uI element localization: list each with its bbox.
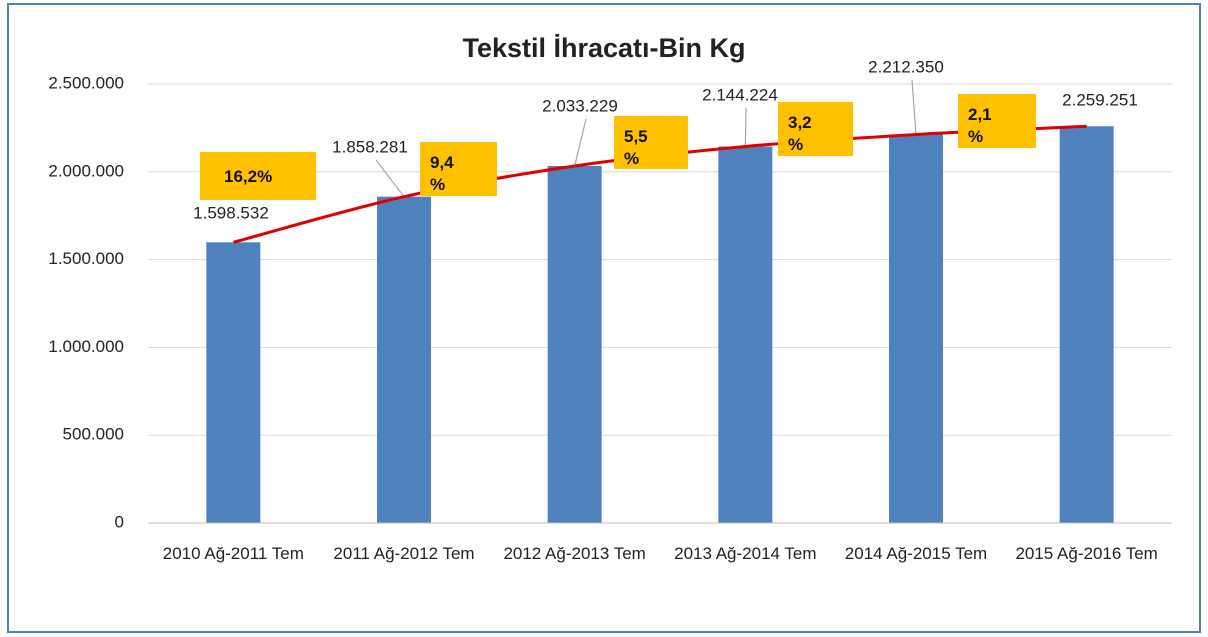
x-tick-label: 2013 Ağ-2014 Tem bbox=[674, 544, 817, 563]
bar bbox=[206, 242, 261, 523]
bar bbox=[377, 196, 431, 523]
growth-annotation: 16,2% bbox=[200, 152, 316, 200]
y-tick-label: 1.000.000 bbox=[48, 337, 124, 356]
data-label: 1.858.281 bbox=[332, 137, 408, 156]
growth-annotation: 2,1 % bbox=[958, 94, 1036, 148]
x-tick-label: 2012 Ağ-2013 Tem bbox=[503, 544, 646, 563]
data-label: 2.033.229 bbox=[542, 96, 618, 115]
data-label: 1.598.532 bbox=[193, 203, 269, 222]
x-tick-label: 2011 Ağ-2012 Tem bbox=[333, 544, 475, 563]
data-label: 2.259.251 bbox=[1062, 90, 1138, 109]
growth-annotation: 5,5 % bbox=[614, 116, 688, 169]
y-tick-label: 2.500.000 bbox=[48, 73, 124, 92]
data-label: 2.144.224 bbox=[702, 85, 778, 104]
y-tick-label: 500.000 bbox=[63, 425, 124, 444]
leader-line bbox=[375, 159, 405, 198]
growth-annotation: 3,2 % bbox=[778, 102, 853, 156]
leader-line bbox=[574, 118, 587, 167]
y-tick-label: 2.000.000 bbox=[48, 161, 124, 180]
bar bbox=[547, 165, 602, 524]
chart-title: Tekstil İhracatı-Bin Kg bbox=[462, 33, 745, 63]
bar bbox=[718, 146, 773, 524]
x-tick-label: 2015 Ağ-2016 Tem bbox=[1015, 544, 1158, 563]
x-tick-label: 2014 Ağ-2015 Tem bbox=[844, 544, 988, 563]
bar bbox=[1059, 126, 1114, 524]
leader-line bbox=[911, 79, 917, 135]
y-tick-label: 1.500.000 bbox=[48, 249, 124, 268]
y-tick-label: 0 bbox=[115, 512, 124, 531]
growth-annotation: 9,4 % bbox=[420, 142, 497, 196]
leader-line bbox=[744, 107, 747, 147]
bar bbox=[889, 134, 943, 523]
data-label: 2.212.350 bbox=[868, 57, 944, 76]
x-tick-label: 2010 Ağ-2011 Tem bbox=[162, 544, 304, 563]
